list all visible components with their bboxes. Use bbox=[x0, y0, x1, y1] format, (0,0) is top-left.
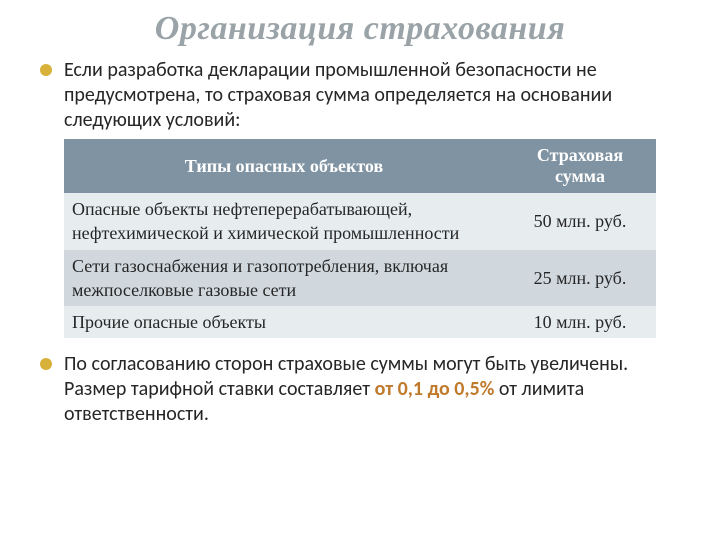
list-item: По согласованию сторон страховые суммы м… bbox=[36, 352, 684, 427]
table-row: Прочие опасные объекты 10 млн. руб. bbox=[64, 306, 656, 338]
slide-title: Организация страхования bbox=[36, 10, 684, 48]
col-header-types: Типы опасных объектов bbox=[64, 139, 504, 193]
col-header-sum: Страховая сумма bbox=[504, 139, 656, 193]
cell-type: Сети газоснабжения и газопотребления, вк… bbox=[64, 250, 504, 307]
table-row: Сети газоснабжения и газопотребления, вк… bbox=[64, 250, 656, 307]
cell-value: 25 млн. руб. bbox=[504, 250, 656, 307]
outro-highlight: от 0,1 до 0,5% bbox=[375, 377, 495, 401]
table-header-row: Типы опасных объектов Страховая сумма bbox=[64, 139, 656, 193]
insurance-table: Типы опасных объектов Страховая сумма Оп… bbox=[64, 139, 656, 338]
cell-value: 10 млн. руб. bbox=[504, 306, 656, 338]
cell-value: 50 млн. руб. bbox=[504, 193, 656, 250]
intro-paragraph: Если разработка декларации промышленной … bbox=[64, 58, 612, 132]
bullet-list-2: По согласованию сторон страховые суммы м… bbox=[36, 352, 684, 427]
table-row: Опасные объекты нефтеперерабатывающей, н… bbox=[64, 193, 656, 250]
list-item: Если разработка декларации промышленной … bbox=[36, 58, 684, 133]
bullet-list: Если разработка декларации промышленной … bbox=[36, 58, 684, 133]
cell-type: Прочие опасные объекты bbox=[64, 306, 504, 338]
cell-type: Опасные объекты нефтеперерабатывающей, н… bbox=[64, 193, 504, 250]
